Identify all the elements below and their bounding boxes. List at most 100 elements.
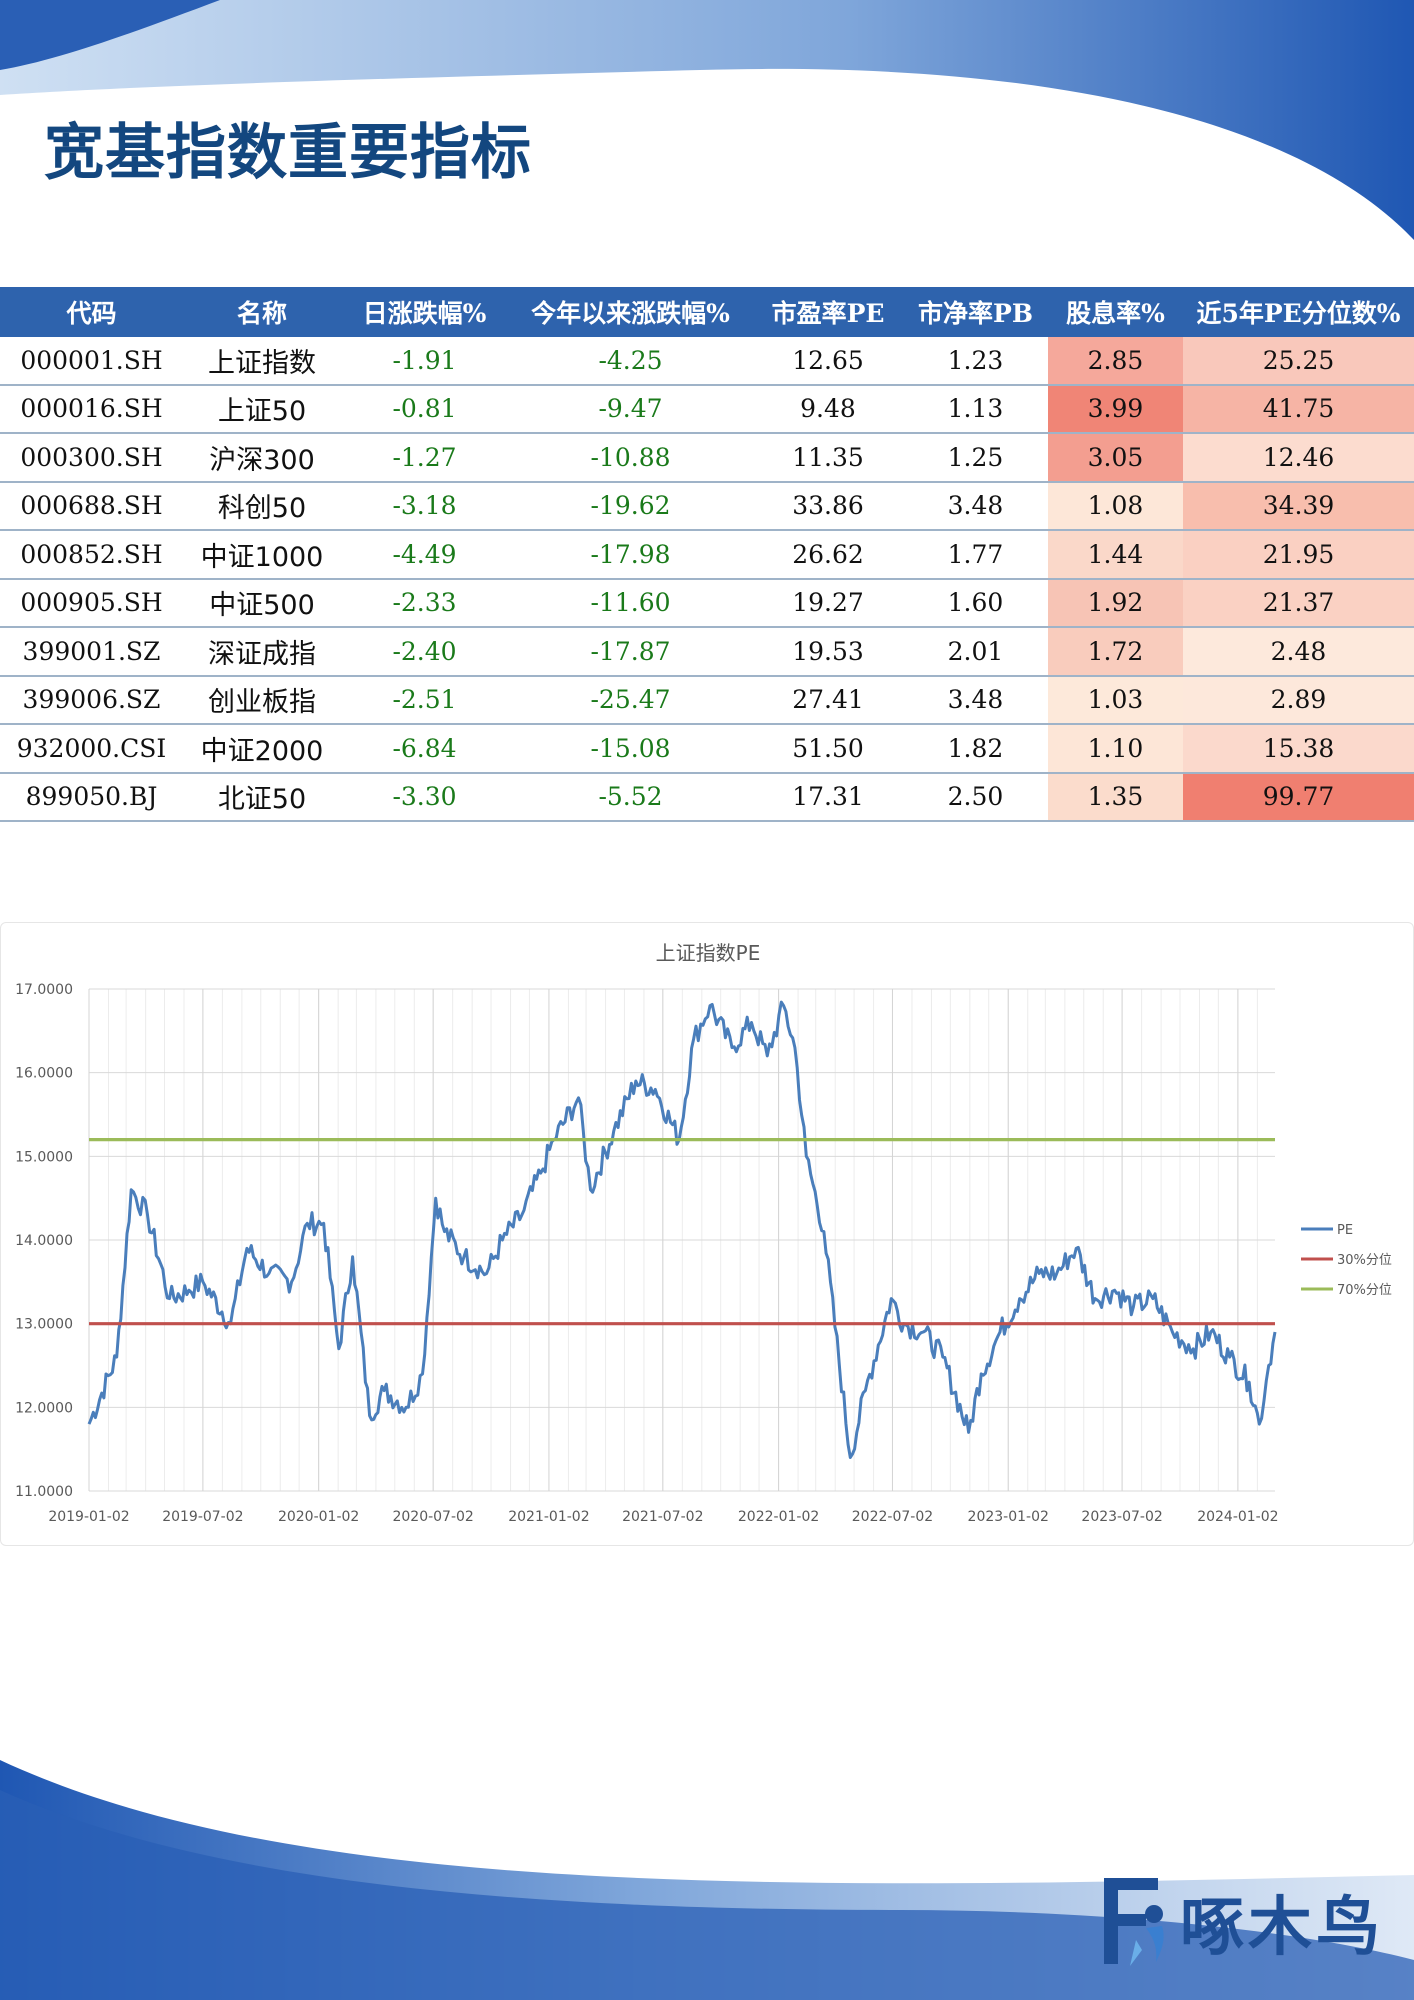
cell-dividend-yield: 1.10 [1048, 724, 1183, 774]
cell-daily-change: -3.30 [341, 772, 508, 822]
cell-ytd-change: -5.52 [508, 772, 753, 822]
cell-daily-change: -1.27 [341, 433, 508, 483]
cell-dividend-yield: 1.35 [1048, 772, 1183, 822]
cell-ytd-change: -19.62 [508, 481, 753, 531]
x-tick-label: 2019-01-02 [48, 1509, 129, 1525]
x-tick-label: 2024-01-02 [1197, 1509, 1278, 1525]
cell-daily-change: -3.18 [341, 481, 508, 531]
cell-daily-change: -2.51 [341, 675, 508, 725]
y-tick-label: 13.0000 [15, 1317, 73, 1333]
x-tick-label: 2021-01-02 [508, 1509, 589, 1525]
cell-dividend-yield: 1.44 [1048, 530, 1183, 580]
cell-pb: 2.50 [903, 772, 1048, 822]
cell-pe-percentile: 34.39 [1183, 481, 1414, 531]
x-tick-label: 2023-01-02 [968, 1509, 1049, 1525]
cell-name: 中证2000 [183, 724, 341, 774]
y-tick-label: 15.0000 [15, 1149, 73, 1165]
legend-label: 70%分位 [1337, 1283, 1392, 1298]
cell-pe: 11.35 [753, 433, 903, 483]
cell-ytd-change: -9.47 [508, 384, 753, 434]
pe-chart-plot: 11.0000 12.0000 13.0000 14.0000 15.0000 16.00… [15, 982, 1392, 1525]
cell-pe-percentile: 41.75 [1183, 384, 1414, 434]
cell-dividend-yield: 3.05 [1048, 433, 1183, 483]
cell-ytd-change: -25.47 [508, 675, 753, 725]
cell-ytd-change: -17.98 [508, 530, 753, 580]
header-pe-percentile: 近5年PE分位数% [1183, 287, 1414, 337]
cell-pe: 27.41 [753, 675, 903, 725]
header-pb: 市净率PB [903, 287, 1048, 337]
cell-name: 上证指数 [183, 337, 341, 386]
cell-name: 中证1000 [183, 530, 341, 580]
table-row: 932000.CSI 中证2000 -6.84 -15.08 51.50 1.82 1.10… [0, 724, 1414, 774]
y-tick-label: 17.0000 [15, 982, 73, 998]
table-row: 000688.SH 科创50 -3.18 -19.62 33.86 3.48 1.08 34.… [0, 481, 1414, 531]
cell-ytd-change: -15.08 [508, 724, 753, 774]
pe-chart: 上证指数PE 11.0000 12.0000 13.0000 14.0000 15.00… [0, 922, 1414, 1546]
legend-label: 30%分位 [1337, 1253, 1392, 1268]
cell-name: 沪深300 [183, 433, 341, 483]
brand-logo: 啄木鸟 [1096, 1870, 1396, 1976]
cell-code: 399001.SZ [0, 627, 183, 677]
cell-pe: 12.65 [753, 337, 903, 386]
cell-ytd-change: -17.87 [508, 627, 753, 677]
cell-pe: 9.48 [753, 384, 903, 434]
table-row: 000001.SH 上证指数 -1.91 -4.25 12.65 1.23 2.85 25.2… [0, 337, 1414, 386]
y-tick-label: 16.0000 [15, 1066, 73, 1082]
cell-daily-change: -1.91 [341, 337, 508, 386]
header-dividend-yield: 股息率% [1048, 287, 1183, 337]
logo-text: 啄木鸟 [1180, 1891, 1384, 1965]
x-tick-label: 2022-07-02 [852, 1509, 933, 1525]
cell-name: 科创50 [183, 481, 341, 531]
cell-code: 000300.SH [0, 433, 183, 483]
x-tick-label: 2023-07-02 [1081, 1509, 1162, 1525]
table-row: 399006.SZ 创业板指 -2.51 -25.47 27.41 3.48 1.03 2.8… [0, 675, 1414, 725]
cell-name: 深证成指 [183, 627, 341, 677]
x-tick-label: 2020-07-02 [392, 1509, 473, 1525]
cell-pb: 1.77 [903, 530, 1048, 580]
cell-pe: 17.31 [753, 772, 903, 822]
cell-pe: 19.53 [753, 627, 903, 677]
cell-pb: 3.48 [903, 675, 1048, 725]
cell-pb: 1.82 [903, 724, 1048, 774]
header-ytd-change: 今年以来涨跌幅% [508, 287, 753, 337]
x-tick-label: 2020-01-02 [278, 1509, 359, 1525]
cell-code: 000016.SH [0, 384, 183, 434]
table-row: 899050.BJ 北证50 -3.30 -5.52 17.31 2.50 1.35 99.7… [0, 772, 1414, 822]
cell-name: 北证50 [183, 772, 341, 822]
table-row: 000016.SH 上证50 -0.81 -9.47 9.48 1.13 3.99 41.75 [0, 384, 1414, 434]
cell-pe-percentile: 25.25 [1183, 337, 1414, 386]
x-tick-label: 2019-07-02 [162, 1509, 243, 1525]
cell-pb: 3.48 [903, 481, 1048, 531]
index-metrics-table-wrap: 代码 名称 日涨跌幅% 今年以来涨跌幅% 市盈率PE 市净率PB 股息率% 近5… [0, 287, 1414, 822]
cell-code: 932000.CSI [0, 724, 183, 774]
table-row: 399001.SZ 深证成指 -2.40 -17.87 19.53 2.01 1.72 2.4… [0, 627, 1414, 677]
cell-pe-percentile: 2.89 [1183, 675, 1414, 725]
cell-pe-percentile: 99.77 [1183, 772, 1414, 822]
cell-daily-change: -2.40 [341, 627, 508, 677]
table-header-row: 代码 名称 日涨跌幅% 今年以来涨跌幅% 市盈率PE 市净率PB 股息率% 近5… [0, 287, 1414, 337]
y-tick-label: 12.0000 [15, 1400, 73, 1416]
cell-code: 000852.SH [0, 530, 183, 580]
header-daily-change: 日涨跌幅% [341, 287, 508, 337]
cell-code: 899050.BJ [0, 772, 183, 822]
y-tick-label: 11.0000 [15, 1484, 73, 1500]
cell-pb: 2.01 [903, 627, 1048, 677]
legend-label: PE [1337, 1223, 1353, 1238]
cell-ytd-change: -4.25 [508, 337, 753, 386]
cell-pb: 1.13 [903, 384, 1048, 434]
cell-pe: 19.27 [753, 578, 903, 628]
cell-name: 中证500 [183, 578, 341, 628]
cell-pe-percentile: 21.95 [1183, 530, 1414, 580]
cell-pe-percentile: 21.37 [1183, 578, 1414, 628]
cell-pe-percentile: 12.46 [1183, 433, 1414, 483]
header-code: 代码 [0, 287, 183, 337]
cell-dividend-yield: 3.99 [1048, 384, 1183, 434]
cell-code: 000905.SH [0, 578, 183, 628]
cell-daily-change: -2.33 [341, 578, 508, 628]
header-name: 名称 [183, 287, 341, 337]
x-tick-label: 2021-07-02 [622, 1509, 703, 1525]
header-pe: 市盈率PE [753, 287, 903, 337]
table-row: 000300.SH 沪深300 -1.27 -10.88 11.35 1.25 3.05 12… [0, 433, 1414, 483]
cell-ytd-change: -11.60 [508, 578, 753, 628]
